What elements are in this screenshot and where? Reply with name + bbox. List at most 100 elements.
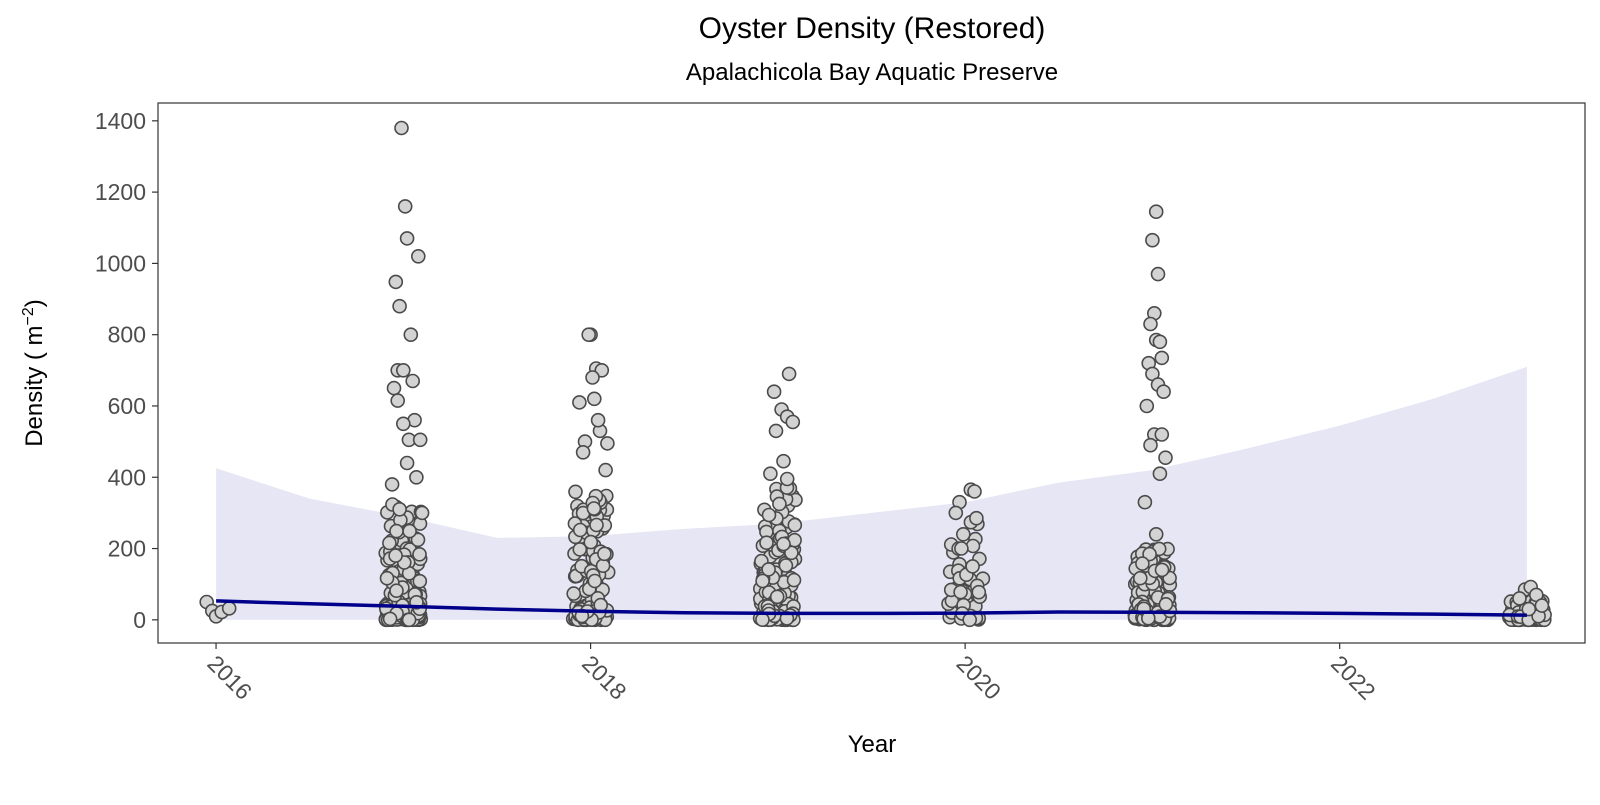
data-point xyxy=(1512,591,1527,606)
data-point xyxy=(781,366,797,382)
data-point-2019 xyxy=(971,584,987,600)
data-point xyxy=(1154,350,1170,366)
data-point-2020 xyxy=(1133,570,1148,586)
data-point xyxy=(1148,204,1164,219)
data-point xyxy=(1152,334,1168,350)
data-point xyxy=(779,471,795,487)
data-point-2018 xyxy=(776,536,791,552)
data-point xyxy=(965,559,980,574)
data-point-2018 xyxy=(759,535,774,551)
data-point-2016 xyxy=(410,532,426,548)
data-point xyxy=(221,601,237,616)
data-point-2020 xyxy=(1135,556,1150,571)
data-point xyxy=(414,505,430,521)
y-tick-label: 400 xyxy=(108,464,146,490)
data-point xyxy=(388,274,404,290)
data-point xyxy=(1143,437,1158,453)
data-point-2017 xyxy=(566,586,582,601)
data-point xyxy=(394,120,409,136)
data-point xyxy=(386,380,402,396)
data-point xyxy=(785,414,801,430)
data-point-2018 xyxy=(761,562,776,577)
data-point-2017 xyxy=(597,546,612,562)
data-point xyxy=(598,462,613,478)
data-point xyxy=(967,484,982,499)
data-point xyxy=(395,416,411,432)
data-point xyxy=(1148,526,1164,542)
data-point-2016 xyxy=(379,570,395,586)
data-point xyxy=(776,453,791,469)
confidence-ribbon xyxy=(216,366,1527,620)
data-point xyxy=(399,231,415,246)
y-tick-label: 0 xyxy=(133,607,146,633)
data-point xyxy=(572,395,587,410)
data-point xyxy=(1158,450,1173,466)
data-point xyxy=(590,412,606,428)
data-point xyxy=(1152,466,1168,482)
x-tick-label: 2018 xyxy=(577,650,632,705)
data-point-2017 xyxy=(589,517,604,533)
data-point xyxy=(392,501,407,517)
x-tick-label: 2022 xyxy=(1326,650,1381,705)
chart-title: Oyster Density (Restored) xyxy=(699,12,1046,45)
data-point xyxy=(1145,232,1160,248)
y-tick-label: 800 xyxy=(108,322,146,348)
chart-subtitle: Apalachicola Bay Aquatic Preserve xyxy=(686,59,1058,86)
data-point-2020 xyxy=(1142,546,1157,562)
data-point-2018 xyxy=(755,573,770,589)
data-point-2019 xyxy=(962,612,978,628)
data-point xyxy=(1139,398,1155,414)
data-point-2018 xyxy=(786,572,802,588)
data-point xyxy=(405,373,421,389)
data-point-2016 xyxy=(382,611,398,627)
data-point-2019 xyxy=(965,538,981,554)
data-point-2020 xyxy=(1154,562,1170,578)
data-point xyxy=(575,444,591,460)
data-point xyxy=(410,248,426,264)
data-point xyxy=(954,541,969,556)
y-tick-label: 1000 xyxy=(95,250,146,276)
data-point-2017 xyxy=(572,522,588,538)
plot-panel-border xyxy=(157,102,1586,644)
data-point-2017 xyxy=(568,484,583,500)
x-axis: 2016 2018 2020 2022 xyxy=(203,643,1381,705)
y-tick-label: 1200 xyxy=(95,179,146,205)
y-axis: 0 200 400 600 800 1000 1200 1400 xyxy=(95,108,158,633)
data-point-2018 xyxy=(755,612,770,628)
data-point-2017 xyxy=(583,534,599,550)
data-point xyxy=(955,526,971,542)
data-point xyxy=(1521,601,1537,617)
data-point-2016 xyxy=(402,523,417,539)
data-point xyxy=(1156,384,1171,400)
data-point xyxy=(1534,598,1550,613)
data-point-2020 xyxy=(1158,596,1174,612)
y-tick-label: 1400 xyxy=(95,108,146,134)
data-point xyxy=(409,469,424,485)
data-point xyxy=(403,327,419,343)
data-point xyxy=(390,393,406,408)
data-point xyxy=(948,505,964,521)
data-point xyxy=(392,298,407,314)
data-point-2018 xyxy=(778,558,794,573)
y-axis-title-main: Density ( m xyxy=(21,325,48,446)
data-point-2018 xyxy=(761,507,777,523)
data-point-2016 xyxy=(389,583,404,599)
data-point-2018 xyxy=(772,496,787,512)
y-tick-label: 600 xyxy=(108,393,146,419)
data-point xyxy=(585,370,600,385)
y-axis-title: Density ( m−2) xyxy=(20,299,48,447)
y-tick-label: 200 xyxy=(108,536,146,562)
data-point-2018 xyxy=(769,589,785,605)
trend-line xyxy=(216,599,1527,617)
data-point-2017 xyxy=(587,573,603,589)
data-point-2016 xyxy=(388,548,403,563)
data-point xyxy=(1154,427,1170,442)
data-point-2016 xyxy=(389,523,404,539)
x-tick-label: 2016 xyxy=(203,650,258,705)
data-point xyxy=(969,510,984,526)
data-point-2017 xyxy=(595,558,611,574)
data-point-2016 xyxy=(401,612,417,628)
data-point-2017 xyxy=(586,501,602,516)
